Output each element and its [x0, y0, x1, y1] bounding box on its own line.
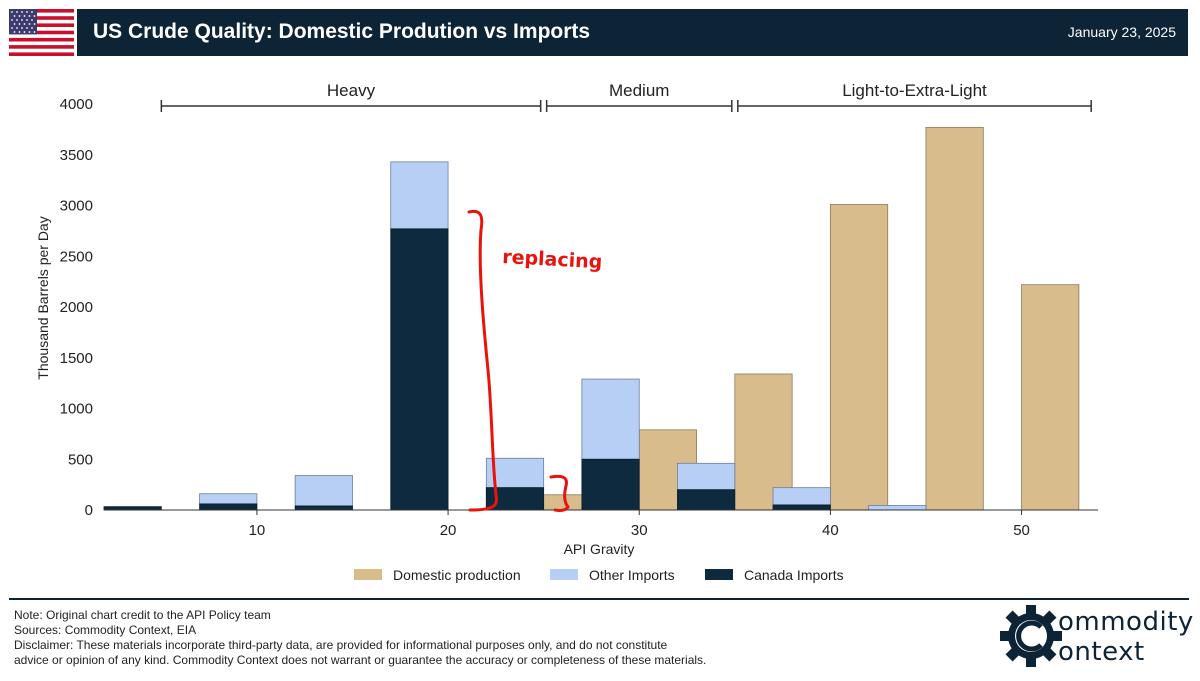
legend-label: Domestic production — [393, 567, 521, 583]
x-tick-label: 40 — [822, 522, 839, 539]
y-tick-label: 3000 — [60, 198, 93, 215]
x-tick-label: 10 — [249, 522, 266, 539]
y-tick-label: 0 — [85, 502, 93, 519]
y-ticks: 0 500 1000 1500 2000 2500 3000 3500 4000 — [60, 96, 93, 519]
y-tick-label: 1500 — [60, 350, 93, 367]
legend-label: Canada Imports — [744, 567, 844, 583]
legend-swatch — [705, 569, 733, 580]
bar-domestic-production — [1021, 284, 1080, 511]
annotation-text: replacing — [502, 246, 603, 273]
bar-other-imports — [772, 487, 831, 506]
bar-other-imports — [677, 462, 736, 491]
x-ticks: 10 20 30 40 50 — [249, 510, 1030, 539]
sources-text: Sources: Commodity Context, EIA — [14, 623, 197, 637]
bar-other-imports — [199, 493, 258, 505]
disclaimer-line-1: Disclaimer: These materials incorporate … — [14, 638, 668, 652]
bar-domestic-production — [829, 204, 889, 511]
bar-domestic-production — [925, 126, 984, 511]
bar-other-imports — [868, 505, 927, 511]
x-tick-label: 30 — [631, 522, 648, 539]
gear-icon — [1000, 605, 1062, 667]
header: US Crude Quality: Domestic Prodution vs … — [0, 0, 1200, 60]
category-ranges: Heavy Medium Light-to-Extra-Light — [160, 81, 1092, 112]
logo-line-1: ommodity — [1058, 607, 1194, 637]
x-tick-label: 20 — [440, 522, 457, 539]
bar-other-imports — [390, 161, 449, 230]
annotation-bracket-small — [549, 474, 570, 513]
us-flag-icon — [9, 9, 74, 56]
bar-domestic-production — [734, 373, 793, 511]
x-tick-label: 50 — [1013, 522, 1030, 539]
footer-divider — [9, 598, 1189, 600]
logo-line-2: ontext — [1058, 637, 1145, 667]
x-axis-label: API Gravity — [564, 541, 635, 557]
footer-notes: Note: Original chart credit to the API P… — [14, 608, 706, 668]
bars-layer — [103, 126, 1080, 511]
bar-canada-imports — [199, 503, 258, 511]
page-title: US Crude Quality: Domestic Prodution vs … — [93, 20, 591, 43]
y-tick-label: 4000 — [60, 96, 93, 113]
range-label: Heavy — [327, 81, 376, 100]
title-bar: US Crude Quality: Domestic Prodution vs … — [77, 9, 1188, 56]
range-label: Medium — [609, 81, 669, 100]
bar-canada-imports — [772, 504, 831, 511]
legend-swatch — [550, 569, 578, 580]
legend: Domestic production Other Imports Canada I… — [354, 567, 844, 583]
report-date: January 23, 2025 — [1067, 24, 1176, 40]
commodity-context-logo: ommodity ontext — [998, 603, 1193, 673]
crude-quality-chart: Heavy Medium Light-to-Extra-Light 0 500 1000… — [35, 81, 1098, 583]
y-tick-label: 2500 — [60, 248, 93, 265]
y-tick-label: 2000 — [60, 299, 93, 316]
y-tick-label: 500 — [68, 451, 93, 468]
bar-canada-imports — [294, 505, 353, 511]
annotation-bracket-large — [467, 209, 498, 512]
y-tick-label: 3500 — [60, 147, 93, 164]
bar-canada-imports — [390, 228, 449, 511]
replacing-annotation: replacing — [467, 209, 603, 513]
bar-canada-imports — [677, 489, 736, 511]
legend-label: Other Imports — [589, 567, 675, 583]
legend-swatch — [354, 569, 382, 580]
range-label: Light-to-Extra-Light — [842, 81, 987, 100]
y-axis-label: Thousand Barrels per Day — [35, 216, 51, 379]
note-text: Note: Original chart credit to the API P… — [14, 608, 271, 622]
disclaimer-line-2: advice or opinion of any kind. Commodity… — [14, 653, 707, 667]
y-tick-label: 1000 — [60, 401, 93, 418]
bar-canada-imports — [581, 458, 640, 511]
bar-other-imports — [294, 475, 353, 507]
bar-other-imports — [581, 378, 640, 460]
